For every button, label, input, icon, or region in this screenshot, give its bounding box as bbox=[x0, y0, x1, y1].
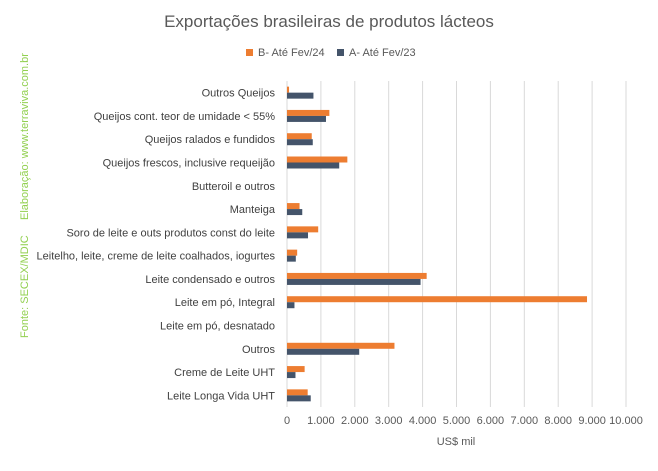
category-label: Leite Longa Vida UHT bbox=[167, 390, 275, 402]
legend: B- Até Fev/24 A- Até Fev/23 bbox=[246, 47, 416, 59]
category-label: Leite em pó, Integral bbox=[175, 297, 275, 309]
category-label: Leitelho, leite, creme de leite coalhado… bbox=[37, 251, 276, 263]
bar bbox=[287, 203, 300, 210]
bar bbox=[287, 278, 421, 285]
x-tick-label: 4.000 bbox=[409, 415, 437, 427]
category-label: Leite condensado e outros bbox=[145, 274, 275, 286]
x-tick-label: 1.000 bbox=[307, 415, 335, 427]
bar bbox=[287, 133, 312, 140]
bar bbox=[287, 272, 427, 279]
category-label: Soro de leite e outs produtos const do l… bbox=[66, 227, 275, 239]
bar bbox=[287, 209, 303, 216]
bar bbox=[287, 226, 319, 233]
legend-swatch-b bbox=[246, 49, 253, 56]
bar bbox=[287, 86, 290, 93]
bar bbox=[287, 92, 314, 99]
bar bbox=[287, 389, 308, 396]
bar bbox=[287, 162, 340, 169]
chart-title: Exportações brasileiras de produtos láct… bbox=[164, 12, 494, 31]
bar bbox=[287, 249, 298, 256]
x-tick-label: 6.000 bbox=[477, 415, 505, 427]
x-axis-label: US$ mil bbox=[437, 436, 476, 448]
category-label: Leite em pó, desnatado bbox=[160, 321, 275, 333]
category-label: Butteroil e outros bbox=[192, 181, 276, 193]
legend-label-a: A- Até Fev/23 bbox=[349, 47, 416, 59]
bar bbox=[287, 366, 305, 373]
x-tick-labels: 0 1.000 2.000 3.000 4.000 5.000 6.000 7.000 8.00… bbox=[284, 415, 643, 427]
legend-swatch-a bbox=[337, 49, 344, 56]
bar bbox=[287, 302, 295, 309]
bar bbox=[287, 296, 588, 303]
x-tick-label: 5.000 bbox=[443, 415, 471, 427]
bars bbox=[287, 86, 588, 402]
bar bbox=[287, 232, 309, 239]
bar bbox=[287, 139, 313, 146]
category-label: Queijos frescos, inclusive requeijão bbox=[103, 158, 275, 170]
bar bbox=[287, 372, 296, 379]
category-label: Manteiga bbox=[230, 204, 276, 216]
x-tick-label: 8.000 bbox=[544, 415, 572, 427]
bar bbox=[287, 348, 360, 355]
category-label: Outros bbox=[242, 344, 276, 356]
bar bbox=[287, 255, 296, 262]
x-tick-label: 2.000 bbox=[341, 415, 369, 427]
bar bbox=[287, 156, 348, 163]
bar bbox=[287, 115, 326, 122]
x-tick-label: 9.000 bbox=[578, 415, 606, 427]
x-tick-label: 0 bbox=[284, 415, 290, 427]
bar bbox=[287, 109, 330, 116]
bar bbox=[287, 342, 395, 349]
category-label: Creme de Leite UHT bbox=[174, 367, 275, 379]
x-tick-label: 7.000 bbox=[511, 415, 539, 427]
x-tick-label: 3.000 bbox=[375, 415, 403, 427]
category-labels: Outros Queijos Queijos cont. teor de umid… bbox=[37, 88, 276, 403]
bar bbox=[287, 395, 311, 402]
side-source-text: Fonte: SECEX/MDIC Elaboração: www.terrav… bbox=[19, 53, 31, 338]
legend-label-b: B- Até Fev/24 bbox=[258, 47, 325, 59]
category-label: Queijos ralados e fundidos bbox=[145, 134, 276, 146]
category-label: Outros Queijos bbox=[202, 88, 276, 100]
x-tick-label: 10.000 bbox=[609, 415, 643, 427]
category-label: Queijos cont. teor de umidade < 55% bbox=[94, 111, 276, 123]
gridlines bbox=[286, 81, 627, 407]
